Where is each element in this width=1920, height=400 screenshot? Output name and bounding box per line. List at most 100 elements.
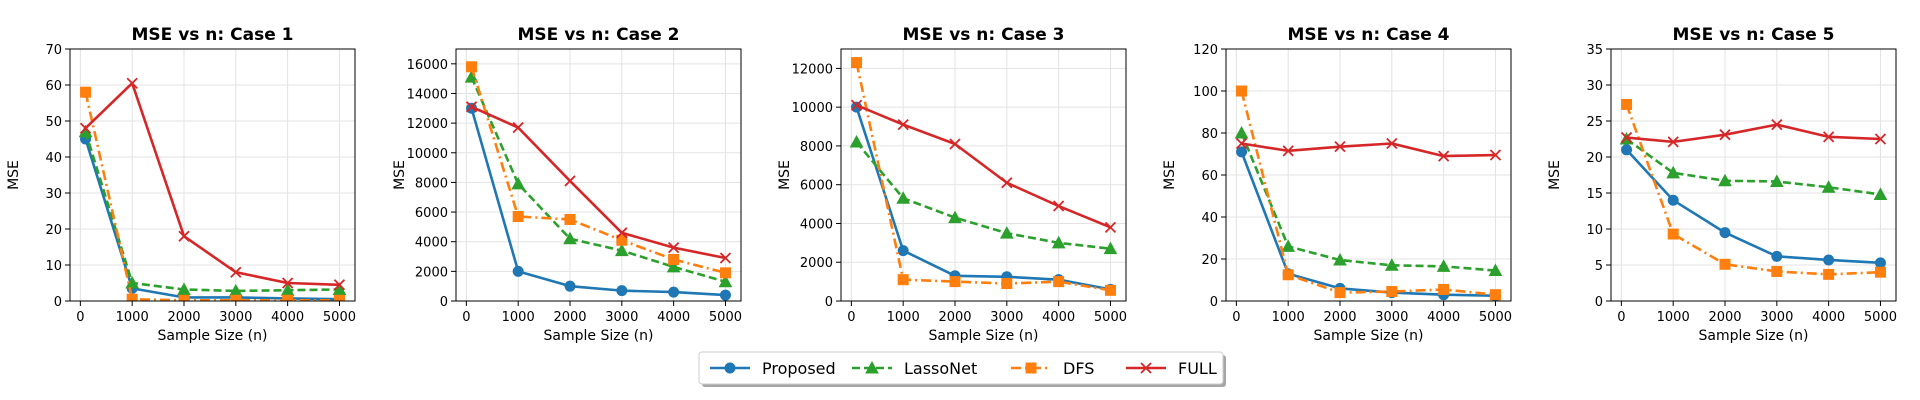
x-axis-label: Sample Size (n): [929, 328, 1039, 344]
series-line-proposed: [855, 106, 1111, 291]
data-point-lassonet: [1384, 258, 1399, 271]
y-tick-label: 4000: [415, 236, 448, 251]
series-group: [464, 61, 733, 301]
legend: Proposed LassoNet DFS FULL: [698, 351, 1226, 387]
data-point-full: [1334, 141, 1346, 153]
x-tick-label: 2000: [553, 310, 586, 325]
series-line-proposed: [1625, 148, 1881, 265]
data-point-dfs: [230, 294, 242, 301]
x-tick-label: 2000: [1323, 310, 1356, 325]
y-tick-label: 20: [45, 223, 62, 238]
data-point-lassonet: [614, 243, 629, 257]
data-point-dfs: [668, 253, 680, 265]
data-point-full: [949, 138, 961, 150]
y-axis-label: MSE: [1547, 160, 1563, 190]
series-line-full: [84, 81, 340, 287]
subplot-case-3: MSE vs n: Case 3 0 1000 2000 3000 4000 5000 0 20…: [777, 25, 1127, 344]
data-point-dfs: [1104, 284, 1116, 296]
data-point-full: [1386, 137, 1398, 150]
legend-label-full: FULL: [1178, 359, 1217, 378]
y-tick-label: 0: [1595, 295, 1603, 310]
plot-frame: [1610, 48, 1897, 302]
x-tick-label: 0: [1232, 310, 1240, 325]
subplot-title: MSE vs n: Case 4: [1288, 25, 1450, 45]
data-point-proposed: [1621, 144, 1633, 156]
data-point-lassonet: [177, 282, 191, 295]
series-line-full: [1626, 123, 1881, 144]
y-tick-label: 10000: [792, 101, 833, 116]
plot-frame: [1225, 48, 1512, 302]
x-tick-label: 1000: [1657, 310, 1690, 325]
x-tick-label: 0: [1617, 310, 1625, 325]
x-tick-label: 3000: [1760, 310, 1793, 325]
y-tick-label: 8000: [415, 176, 448, 191]
data-point-dfs: [616, 234, 628, 246]
x-tick-label: 5000: [709, 310, 742, 325]
subplot-case-4: MSE vs n: Case 4 0 1000 2000 3000 4000 5000 0 20…: [1162, 25, 1512, 344]
data-point-lassonet: [1281, 239, 1296, 252]
data-point-dfs: [1667, 228, 1679, 240]
x-axis-label: Sample Size (n): [158, 328, 268, 344]
series-line-dfs: [855, 62, 1111, 292]
data-point-full: [1438, 150, 1450, 162]
y-tick-label: 0: [440, 295, 448, 310]
x-tick-label: 2000: [938, 310, 971, 325]
legend-label-proposed: Proposed: [762, 359, 836, 378]
data-point-dfs: [1621, 98, 1633, 110]
data-point-proposed: [512, 265, 524, 277]
data-point-lassonet: [896, 191, 911, 204]
y-tick-label: 70: [45, 43, 62, 58]
subplot-case-1: MSE vs n: Case 1 0 1000 2000 3000 4000 5000 0 10…: [6, 25, 356, 344]
data-point-full: [1667, 136, 1679, 148]
y-tick-label: 20: [1586, 151, 1603, 166]
x-tick-label: 0: [76, 310, 84, 325]
y-tick-label: 40: [1201, 211, 1218, 226]
series-line-lassonet: [84, 131, 340, 293]
legend-marker-proposed: [724, 362, 736, 374]
series-group: [1234, 85, 1503, 301]
x-tick-label: 1000: [116, 310, 149, 325]
y-tick-label: 10000: [407, 147, 448, 162]
data-point-full: [667, 241, 680, 254]
y-axis-label: MSE: [777, 160, 793, 190]
data-point-dfs: [80, 86, 92, 98]
data-point-dfs: [1236, 85, 1248, 97]
plot-frame: [69, 48, 356, 302]
data-point-lassonet: [666, 259, 681, 273]
x-tick-label: 1000: [887, 310, 920, 325]
legend-label-lassonet: LassoNet: [904, 359, 977, 378]
data-point-full: [564, 175, 576, 187]
data-point-lassonet: [464, 70, 479, 83]
series-line-dfs: [84, 91, 340, 301]
y-tick-label: 80: [1201, 127, 1218, 142]
data-point-full: [1719, 129, 1731, 141]
data-point-full: [126, 77, 138, 89]
data-point-full: [178, 230, 190, 242]
data-point-proposed: [897, 245, 909, 257]
data-point-full: [1489, 149, 1502, 161]
data-point-dfs: [1001, 278, 1013, 290]
data-point-full: [79, 122, 92, 134]
series-group: [1619, 98, 1888, 280]
data-point-dfs: [949, 276, 961, 288]
subplot-case-2: MSE vs n: Case 2 0 1000 2000 3000 4000 5000 0 20…: [392, 25, 742, 344]
data-point-dfs: [719, 267, 731, 279]
data-point-full: [281, 277, 294, 289]
data-point-full: [465, 101, 478, 113]
data-point-lassonet: [511, 176, 526, 190]
y-tick-label: 8000: [800, 140, 833, 155]
data-point-dfs: [897, 274, 909, 286]
y-tick-label: 2000: [415, 265, 448, 280]
data-point-lassonet: [718, 274, 733, 288]
y-tick-label: 6000: [415, 206, 448, 221]
subplot-title: MSE vs n: Case 3: [903, 25, 1065, 45]
data-point-full: [230, 266, 242, 278]
legend-marker-lassonet: [865, 360, 879, 374]
series-group: [849, 57, 1118, 296]
series-line-lassonet: [855, 141, 1111, 250]
data-point-lassonet: [999, 226, 1014, 239]
legend-marker-dfs: [1025, 362, 1037, 374]
x-tick-label: 2000: [167, 310, 200, 325]
y-tick-label: 20: [1201, 253, 1218, 268]
x-tick-label: 3000: [1375, 310, 1408, 325]
